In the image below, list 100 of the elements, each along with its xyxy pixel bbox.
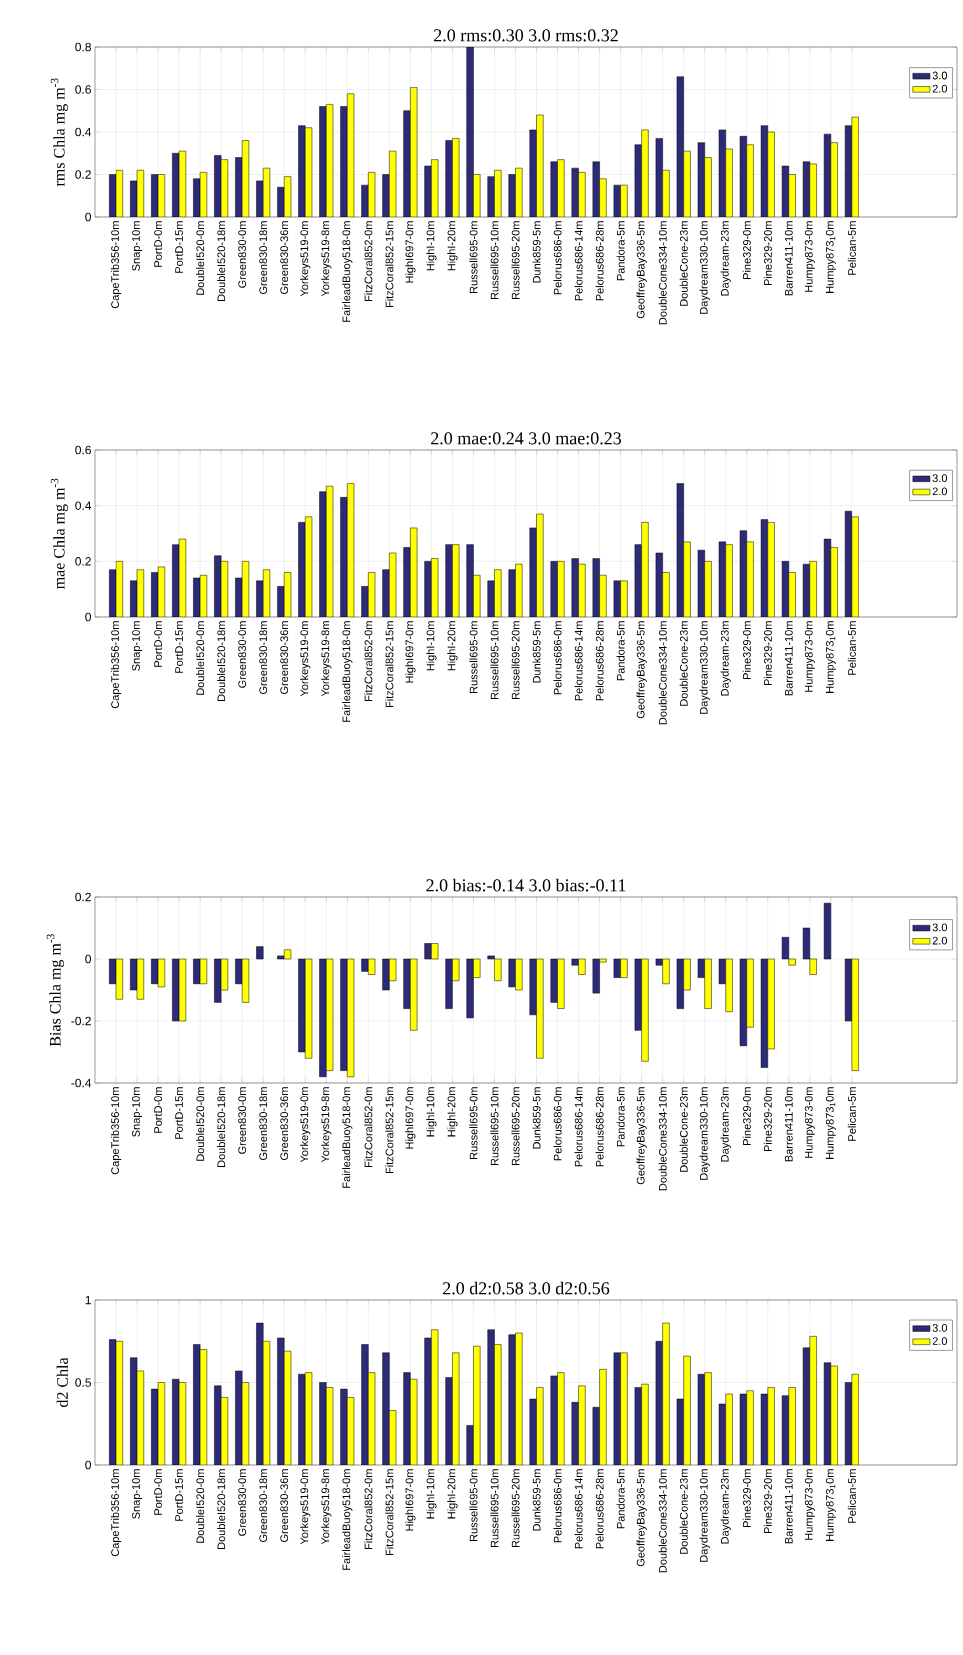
x-tick-label: Yorkeys519-0m [300,221,311,297]
x-tick-label: Green830-18m [259,621,268,694]
x-tick-label: HighI-20m [447,221,458,271]
x-tick-label: Humpy873$_{1}$0m [825,1469,836,1541]
x-tick-label: Snap-10m [132,1469,143,1519]
x-tick-label: CapeTrib356-10m [110,221,122,309]
x-tick-label: Russell695-20m [511,221,520,300]
x-tick-label: Humpy873$_{1}$0m [825,621,836,693]
x-tick-label: DoubleI520-18m [217,1469,226,1549]
x-tick-label: DoubleCone334-10m [658,221,667,325]
x-tick-label: PortD-0m [154,1087,162,1133]
x-tick-label: FitzCoral852-15m [385,221,394,308]
x-tick-label: Russell695-0m [469,221,478,293]
x-tick-label: Green830-36m [280,1087,289,1160]
x-tick-label: PortD-0m [154,1469,162,1515]
y-tick-label: -0.4 [71,1078,92,1088]
x-tick-label: DoubleCone334-10m [658,621,667,725]
x-tick-label: Russell695-10m [490,221,499,300]
x-tick-label: Daydream-23m [720,221,731,296]
x-tick-label: Pine329-20m [763,221,772,286]
x-tick-label: DoubleI520-18m [217,621,226,701]
x-tick-label: Green830-0m [238,621,247,688]
legend-label: 2.0 [932,487,948,496]
x-tick-label: FitzCoral852-15m [385,1469,394,1556]
x-tick-label: Russell695-10m [490,621,499,700]
x-tick-label: Pelorus686-0m [553,1469,562,1543]
x-tick-label: Yorkeys519-0m [300,621,311,697]
x-tick-label: GeoffreyBay336-5m [636,221,647,319]
x-tick-label: Russell695-0m [469,1469,478,1541]
x-tick-label: HighI-10m [426,221,437,271]
x-tick-label: Pelican-5m [847,621,856,675]
x-tick-label: Green830-18m [259,1087,268,1160]
x-tick-label: Dunk859-5m [532,221,541,283]
x-tick-label: Pelorus686-14m [574,221,583,301]
x-tick-label: Russell695-20m [511,621,520,700]
y-tick-label: 0.6 [75,445,91,455]
x-tick-label: Barren411-10m [784,1469,793,1544]
x-tick-label: Pandora-5m [616,1087,625,1147]
x-tick-label: DoubleCone-23m [679,221,688,306]
x-tick-label: Humpy873-0m [804,1087,815,1158]
x-tick-label: FitzCoral852-15m [385,1087,394,1174]
x-tick-label: PortD-0m [154,621,162,667]
x-tick-label: HighI-10m [426,621,437,671]
x-tick-label: Pine329-0m [742,1087,751,1145]
x-tick-label: Pine329-0m [742,1469,751,1527]
x-tick-label: PortD-15m [175,1087,183,1139]
x-tick-label: Pandora-5m [616,621,625,681]
x-tick-label: Pelorus686-14m [574,1087,583,1167]
x-tick-label: HighI-20m [447,1087,458,1137]
legend-label: 2.0 [932,1337,948,1345]
x-tick-label: Yorkeys519-8m [321,1469,332,1545]
x-tick-label: Humpy873-0m [804,221,815,292]
x-tick-label: FitzCoral852-0m [364,221,373,301]
legend-label: 2.0 [932,84,948,93]
x-tick-label: DoubleCone-23m [679,1469,688,1554]
x-tick-label: Snap-10m [132,621,143,671]
x-tick-label: GeoffreyBay336-5m [636,1087,647,1185]
x-tick-label: HighI697-0m [405,1087,416,1149]
x-tick-label: Snap-10m [132,1087,143,1137]
x-tick-label: DoubleCone-23m [679,621,688,706]
y-tick-label: -0.2 [71,1016,91,1026]
x-tick-label: Pine329-0m [742,221,751,279]
x-tick-label: CapeTrib356-10m [110,1087,122,1175]
y-axis-title: Bias Chla mg m$^{-3}$ [46,934,64,1047]
chart-title: 2.0 rms:0.30 3.0 rms:0.32 [434,29,618,42]
x-tick-label: Pelorus686-0m [553,221,562,295]
x-tick-label: FairleadBuoy518-0m [342,1087,353,1188]
x-tick-label: HighI697-0m [405,621,416,683]
x-tick-label: Pelorus686-28m [595,621,604,701]
y-tick-label: 0.4 [75,501,92,510]
y-axis-title: mae Chla mg m$^{-3}$ [50,478,68,589]
x-tick-label: GeoffreyBay336-5m [636,1469,647,1567]
x-tick-label: Daydream-23m [720,1087,731,1162]
y-tick-label: 0.5 [75,1378,91,1387]
y-tick-label: 0.2 [75,892,91,902]
y-tick-label: 1 [85,1295,91,1305]
y-tick-label: 0 [85,212,91,222]
x-tick-label: Dunk859-5m [532,621,541,683]
x-tick-label: Pandora-5m [616,1469,625,1529]
x-tick-label: FitzCoral852-0m [364,1469,373,1549]
y-tick-label: 0.8 [75,42,91,52]
x-tick-label: FitzCoral852-0m [364,1087,373,1167]
x-tick-label: DoubleI520-18m [217,1087,226,1167]
x-tick-label: Pelican-5m [847,1469,856,1523]
chart-title: 2.0 bias:-0.14 3.0 bias:-0.11 [426,878,626,892]
x-tick-label: CapeTrib356-10m [110,621,122,709]
bar [256,946,264,960]
x-tick-label: Yorkeys519-8m [321,621,332,697]
legend-label: 3.0 [932,474,948,483]
x-tick-label: HighI-20m [447,1469,458,1519]
chart-title: 2.0 d2:0.58 3.0 d2:0.56 [443,1281,610,1295]
x-tick-label: Pelorus686-0m [553,621,562,695]
legend-label: 3.0 [932,1324,948,1332]
x-tick-label: FairleadBuoy518-0m [342,1469,353,1570]
x-tick-label: Pelorus686-0m [553,1087,562,1161]
x-tick-label: GeoffreyBay336-5m [636,621,647,719]
x-tick-label: Green830-0m [238,1469,247,1536]
x-tick-label: Pelorus686-28m [595,1469,604,1549]
x-tick-label: Green830-0m [238,221,247,288]
legend-label: 2.0 [932,936,948,945]
